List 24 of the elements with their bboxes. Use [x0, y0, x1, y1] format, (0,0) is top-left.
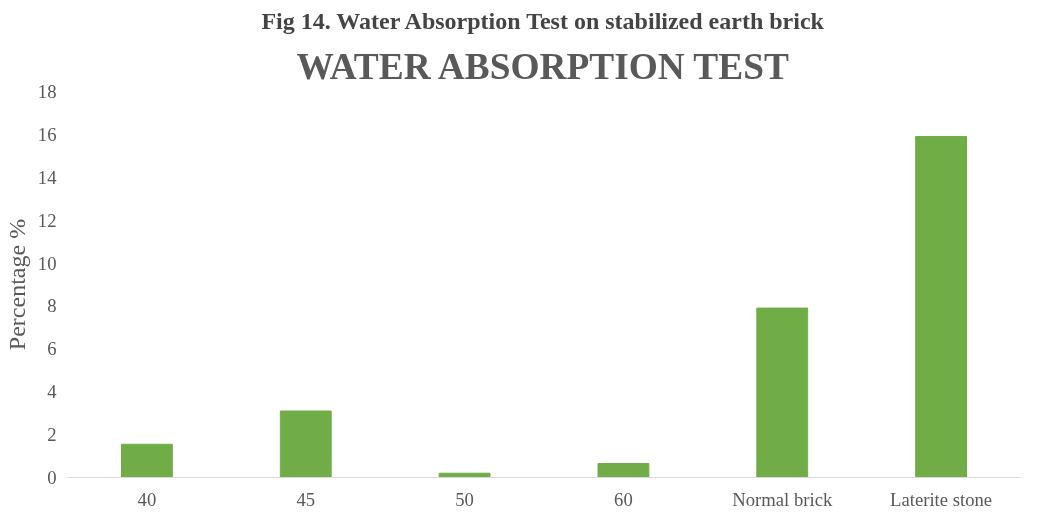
y-tick-label: 4: [47, 381, 58, 403]
y-tick-label: 10: [37, 252, 57, 274]
bar: [121, 443, 173, 478]
x-tick-label: 60: [614, 488, 633, 510]
y-axis-title: Percentage %: [3, 218, 30, 351]
bar: [597, 463, 650, 478]
x-tick-label: 45: [296, 488, 316, 510]
y-tick-label: 18: [37, 81, 57, 102]
x-tick-label: Normal brick: [732, 488, 833, 510]
chart-subtitle: WATER ABSORPTION TEST: [296, 45, 789, 87]
y-tick-label: 6: [47, 338, 57, 360]
y-tick-label: 8: [47, 295, 57, 317]
y-tick-label: 2: [47, 424, 57, 446]
x-tick-label: Laterite stone: [890, 488, 993, 510]
y-tick-label: 0: [47, 467, 57, 488]
x-tick-label: 50: [455, 488, 474, 510]
bar: [756, 307, 809, 478]
chart-title: Fig 14. Water Absorption Test on stabilized earth brick: [261, 7, 825, 34]
bar: [279, 410, 332, 478]
x-tick-label: 40: [137, 488, 157, 510]
bar: [915, 136, 967, 478]
y-tick-label: 16: [37, 123, 57, 145]
y-tick-label: 14: [37, 166, 58, 188]
y-tick-label: 12: [37, 209, 57, 231]
